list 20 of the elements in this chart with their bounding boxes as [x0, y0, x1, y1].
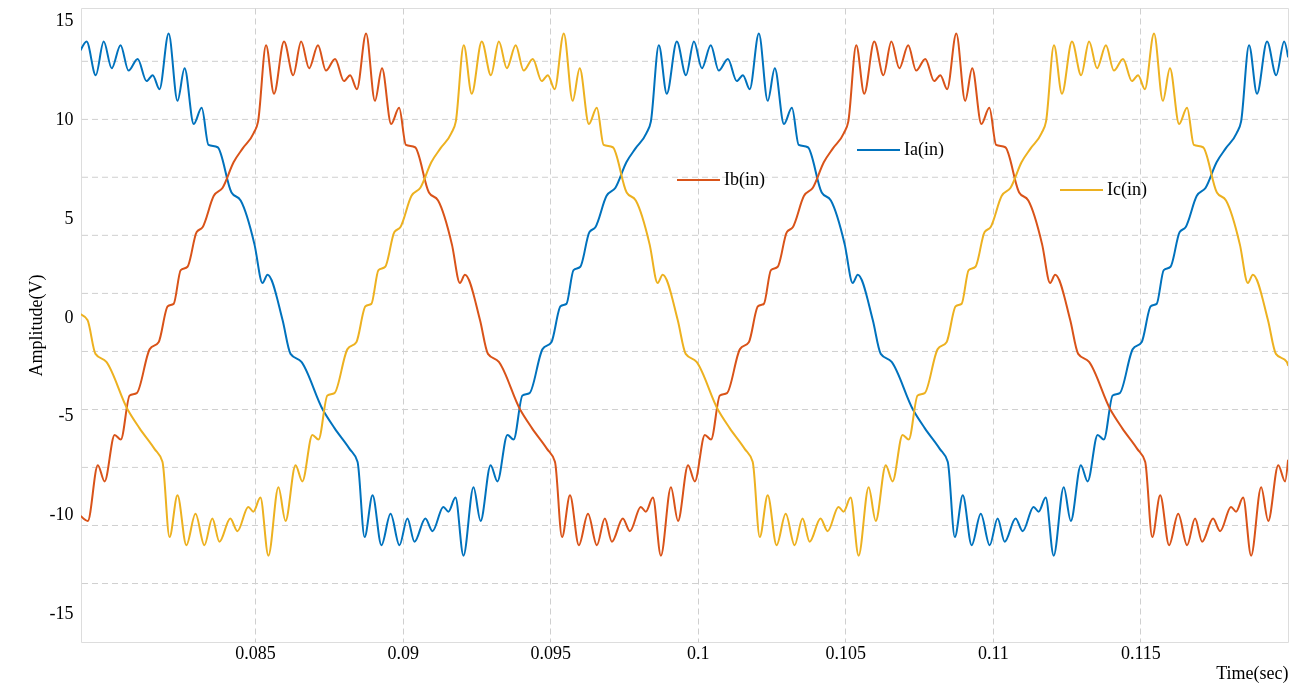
- y-tick-label: 10: [55, 109, 74, 130]
- x-tick-label: 0.095: [530, 642, 571, 663]
- legend-label: Ic(in): [1107, 179, 1147, 200]
- legend-label: Ia(in): [904, 139, 944, 160]
- x-tick-label: 0.11: [977, 642, 1009, 663]
- x-tick-label: 0.115: [1121, 642, 1161, 663]
- x-tick-label: 0.09: [387, 642, 419, 663]
- x-axis-title: Time(sec): [1216, 662, 1289, 684]
- line-series: [81, 32, 1288, 557]
- y-tick-label: -15: [49, 602, 74, 623]
- y-tick-label: 5: [64, 207, 74, 228]
- x-tick-label: 0.1: [687, 642, 710, 663]
- y-axis-title: Amplitude(V): [25, 274, 47, 377]
- y-tick-label: 0: [64, 306, 74, 327]
- x-tick-label: 0.085: [235, 642, 276, 663]
- x-tick-label: 0.105: [825, 642, 867, 663]
- y-tick-label: -10: [49, 504, 74, 525]
- legend-label: Ib(in): [724, 169, 765, 190]
- y-tick-label: -5: [58, 405, 74, 426]
- y-tick-label: 15: [55, 10, 74, 31]
